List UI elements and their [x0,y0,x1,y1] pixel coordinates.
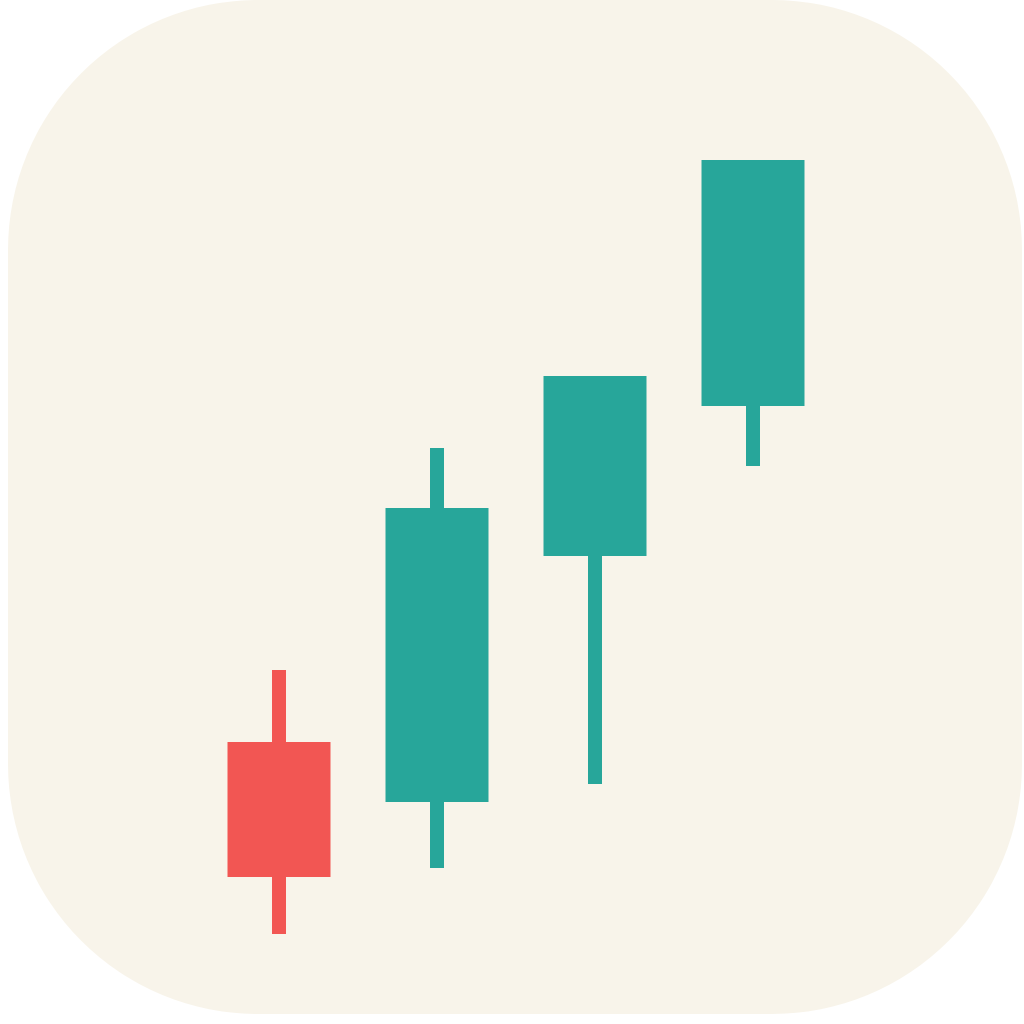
app-icon [8,0,1022,1014]
candle-3-body [543,376,647,556]
candles [227,160,805,934]
candle-1-body [227,742,331,877]
candle-2 [385,448,489,868]
candle-4 [701,160,805,466]
candle-1 [227,670,331,934]
icon-background [8,0,1022,1014]
candlestick-chart [8,0,1022,1014]
candle-3 [543,376,647,784]
candle-4-body [701,160,805,406]
candle-2-body [385,508,489,802]
